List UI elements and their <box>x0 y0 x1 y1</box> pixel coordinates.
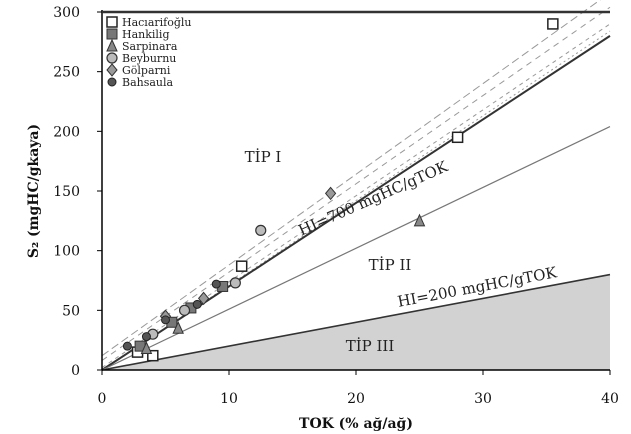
point-marker <box>229 277 241 289</box>
point-marker <box>161 315 170 325</box>
x-tick-label: 0 <box>98 391 107 407</box>
guide-line <box>101 0 601 357</box>
point-marker <box>413 213 426 227</box>
point-marker <box>106 52 118 64</box>
point-marker <box>235 260 248 272</box>
x-tick-label: 40 <box>601 391 619 407</box>
point-marker <box>106 16 118 28</box>
x-axis-title: TOK (% ağ/ağ) <box>299 416 413 432</box>
y-tick-label: 100 <box>53 244 80 260</box>
point-marker <box>211 279 221 289</box>
point-marker <box>197 291 210 306</box>
point-marker <box>172 321 184 334</box>
hi-700-label: HI=700 mgHC/gTOK <box>296 157 452 239</box>
axes: 0 10 20 30 40 0 50 100 150 200 250 300 TOK (% ağ/ağ)… <box>26 5 619 432</box>
legend-label: Beyburnu <box>122 52 176 65</box>
legend: HacıarifoğluHankiligSarpinaraBeyburnuGöl… <box>106 16 192 89</box>
legend-label: Gölparni <box>122 64 171 77</box>
point-marker <box>178 304 191 316</box>
point-marker <box>140 341 153 355</box>
hi-boundary-line <box>101 126 611 371</box>
point-marker <box>451 131 464 144</box>
y-tick-label: 150 <box>53 184 80 200</box>
y-tick-label: 200 <box>53 124 80 140</box>
point-marker <box>547 18 559 30</box>
x-tick-label: 20 <box>347 391 365 407</box>
y-tick-label: 0 <box>71 363 80 379</box>
plot-area <box>101 0 611 371</box>
y-axis-title: S₂ (mgHC/gkaya) <box>26 124 42 258</box>
region-label-type-iii: TİP III <box>346 337 395 355</box>
legend-label: Bahsaula <box>122 76 174 89</box>
point-marker <box>255 224 267 236</box>
point-marker <box>106 63 118 77</box>
guide-line <box>101 23 611 369</box>
hi-line <box>101 273 611 371</box>
guide-line <box>101 6 611 361</box>
point-marker <box>107 77 117 87</box>
y-tick-label: 50 <box>62 303 80 319</box>
legend-label: Sarpinara <box>122 40 178 53</box>
point-marker <box>106 38 118 52</box>
x-tick-label: 10 <box>220 391 238 407</box>
point-marker <box>192 299 202 309</box>
legend-label: Hacıarifoğlu <box>122 16 192 29</box>
point-marker <box>141 332 151 342</box>
point-marker <box>106 28 118 40</box>
point-marker <box>147 349 159 362</box>
y-tick-label: 300 <box>53 5 80 21</box>
region-label-type-i: TİP I <box>245 148 282 166</box>
x-tick-label: 30 <box>474 391 492 407</box>
y-tick-label: 250 <box>53 65 80 81</box>
point-marker <box>122 341 132 351</box>
region-label-type-ii: TİP II <box>369 256 412 274</box>
legend-label: Hankilig <box>122 28 170 41</box>
point-marker <box>324 186 337 201</box>
